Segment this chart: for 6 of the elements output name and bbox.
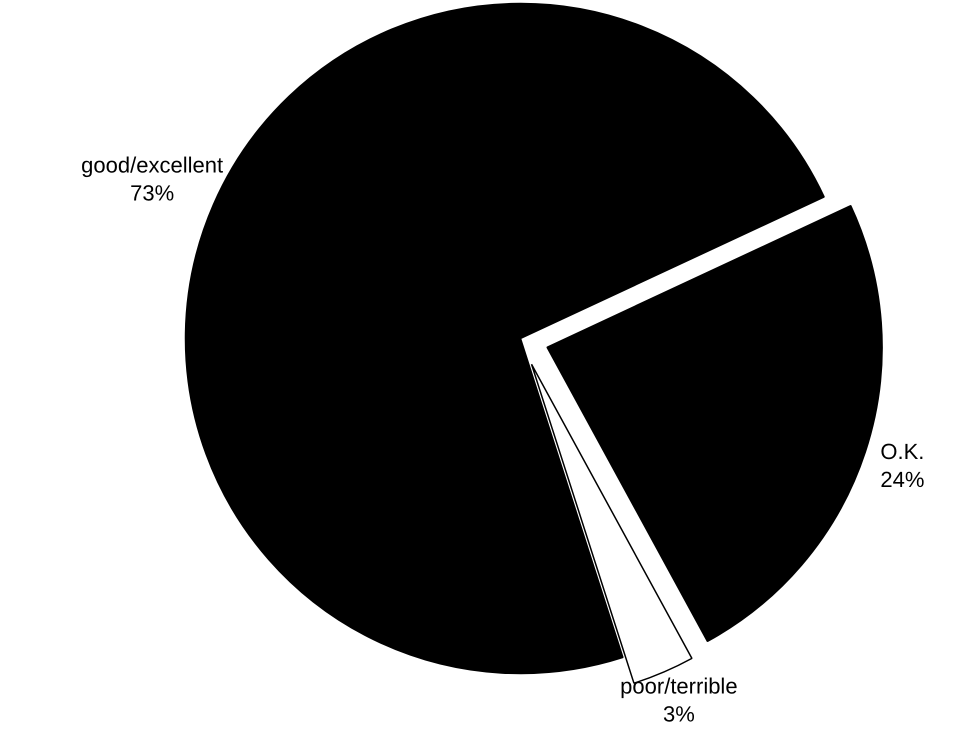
- data-label: 24%: [880, 467, 924, 492]
- data-label: 73%: [130, 180, 174, 206]
- slice-label: poor/terrible: [620, 674, 738, 698]
- slice-label: O.K.: [880, 439, 924, 464]
- slice-label: good/excellent: [81, 152, 224, 178]
- data-label: 3%: [662, 702, 695, 726]
